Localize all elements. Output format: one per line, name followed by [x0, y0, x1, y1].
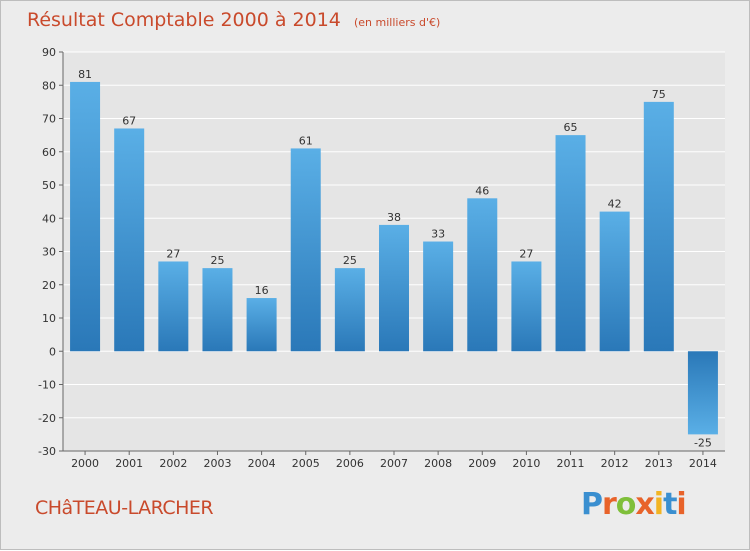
data-label-2012: 42 — [608, 198, 622, 211]
x-tick-label: 2000 — [71, 457, 99, 470]
bar-2000 — [70, 81, 101, 352]
data-label-2005: 61 — [299, 134, 313, 147]
data-label-2014: -25 — [694, 436, 712, 449]
x-tick-label: 2012 — [601, 457, 629, 470]
bar-2004 — [246, 298, 277, 352]
title-block: Résultat Comptable 2000 à 2014 (en milli… — [27, 9, 440, 31]
x-tick-label: 2003 — [203, 457, 231, 470]
bar-2007 — [379, 224, 409, 352]
bar-2005 — [290, 148, 321, 352]
y-tick-label: -30 — [38, 445, 56, 458]
data-label-2000: 81 — [78, 68, 92, 81]
y-tick-label: 90 — [42, 46, 56, 59]
data-label-2003: 25 — [210, 254, 224, 267]
x-tick-label: 2010 — [512, 457, 540, 470]
logo-letter: o — [615, 487, 637, 522]
x-tick-label: 2009 — [468, 457, 496, 470]
data-label-2001: 67 — [122, 114, 136, 127]
y-tick-label: 40 — [42, 212, 56, 225]
bar-2013 — [643, 101, 674, 352]
x-tick-label: 2005 — [292, 457, 320, 470]
bar-2010 — [511, 261, 542, 352]
x-tick-label: 2004 — [248, 457, 276, 470]
data-label-2002: 27 — [166, 247, 180, 260]
town-name: CHâTEAU-LARCHER — [35, 497, 214, 519]
y-tick-label: 10 — [42, 312, 56, 325]
x-tick-label: 2011 — [557, 457, 585, 470]
data-label-2010: 27 — [519, 247, 533, 260]
y-tick-label: 0 — [49, 345, 56, 358]
x-tick-label: 2013 — [645, 457, 673, 470]
logo-letter: r — [602, 487, 617, 522]
data-label-2007: 38 — [387, 211, 401, 224]
data-label-2011: 65 — [564, 121, 578, 134]
logo-letter: x — [635, 487, 654, 522]
logo-letter: P — [581, 487, 603, 522]
data-label-2013: 75 — [652, 88, 666, 101]
x-tick-label: 2007 — [380, 457, 408, 470]
y-tick-label: 70 — [42, 113, 56, 126]
logo-letter: t — [663, 487, 677, 522]
y-tick-label: 80 — [42, 79, 56, 92]
chart-subtitle: (en milliers d'€) — [353, 16, 441, 29]
logo-letter: i — [653, 487, 664, 522]
bar-2008 — [423, 241, 454, 352]
x-tick-label: 2006 — [336, 457, 364, 470]
bar-2009 — [467, 198, 498, 352]
logo-letter: i — [676, 487, 686, 522]
data-label-2009: 46 — [475, 184, 489, 197]
bar-2012 — [599, 211, 630, 352]
y-tick-label: 30 — [42, 246, 56, 259]
x-tick-label: 2002 — [159, 457, 187, 470]
y-tick-label: -20 — [38, 412, 56, 425]
y-tick-label: 50 — [42, 179, 56, 192]
chart-title: Résultat Comptable 2000 à 2014 — [27, 9, 341, 31]
data-label-2008: 33 — [431, 228, 445, 241]
y-tick-label: 60 — [42, 146, 56, 159]
bar-2003 — [202, 268, 233, 352]
data-label-2006: 25 — [343, 254, 357, 267]
bar-2014 — [687, 351, 718, 435]
x-tick-label: 2008 — [424, 457, 452, 470]
bar-2002 — [158, 261, 189, 352]
y-tick-label: -10 — [38, 379, 56, 392]
bar-2001 — [114, 128, 145, 352]
bar-2011 — [555, 135, 586, 352]
bar-2006 — [334, 268, 365, 352]
x-tick-label: 2014 — [689, 457, 717, 470]
proxiti-logo[interactable]: Proxiti — [581, 487, 687, 522]
x-tick-label: 2001 — [115, 457, 143, 470]
data-label-2004: 16 — [255, 284, 269, 297]
y-tick-label: 20 — [42, 279, 56, 292]
